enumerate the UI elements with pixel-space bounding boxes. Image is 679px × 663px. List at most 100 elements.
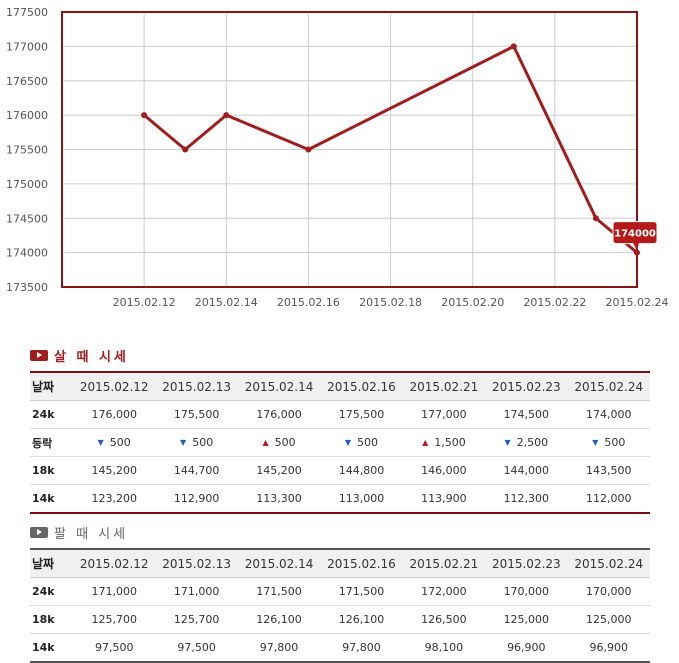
table-cell: 171,500 — [237, 577, 321, 606]
table-cell: 112,900 — [173, 492, 220, 505]
table-cell: 145,200 — [73, 456, 156, 485]
row-label: 24k — [30, 577, 73, 606]
row-label: 18k — [30, 456, 73, 485]
table-row: 등락 ▼ 500 ▼ 500 ▲ 500 ▼ 500 ▲ 1,500 ▼ 2,500 ▼ 500 — [30, 428, 650, 457]
table-cell: 96,900 — [589, 641, 629, 654]
table-cell: 125,700 — [73, 605, 156, 634]
x-tick-label: 2015.02.24 — [606, 296, 669, 309]
table-row: 18k 145,200 144,700 145,200 144,800 146,000 14… — [30, 456, 650, 485]
y-tick-label: 177500 — [6, 6, 48, 19]
arrow-up-icon: ▲ — [262, 438, 269, 447]
header-date: 2015.02.13 — [155, 372, 238, 401]
x-tick-label: 2015.02.14 — [195, 296, 258, 309]
header-label: 날짜 — [30, 549, 73, 578]
header-date: 2015.02.23 — [485, 549, 568, 578]
table-cell: 96,900 — [507, 641, 546, 654]
arrow-up-icon: ▲ — [422, 438, 429, 447]
table-cell: 125,700 — [155, 605, 238, 634]
table-header-row: 날짜 2015.02.12 2015.02.13 2015.02.14 2015.02.… — [30, 372, 650, 401]
y-tick-label: 176500 — [6, 75, 48, 88]
table-cell: 144,000 — [485, 456, 568, 485]
y-tick-label: 174500 — [6, 212, 48, 225]
x-tick-label: 2015.02.12 — [113, 296, 176, 309]
row-label: 24k — [30, 400, 73, 429]
table-cell: 112,000 — [586, 492, 632, 505]
table-cell: 176,000 — [73, 400, 156, 429]
table-cell: 125,000 — [567, 605, 650, 634]
buy-section-header: 살 때 시세 — [30, 345, 650, 365]
table-cell: 98,100 — [424, 641, 464, 654]
data-point — [510, 43, 517, 50]
table-cell: 144,700 — [155, 456, 238, 485]
table-cell: ▲ 1,500 — [402, 428, 486, 457]
change-value: 500 — [604, 436, 626, 449]
table-row: 24k 176,000 175,500 176,000 175,500 177,000 17… — [30, 400, 650, 429]
table-row: 18k 125,700 125,700 126,100 126,100 126,500 12… — [30, 605, 650, 634]
y-tick-label: 177000 — [6, 40, 48, 53]
change-value: 500 — [274, 436, 296, 449]
x-tick-label: 2015.02.22 — [523, 296, 586, 309]
header-date: 2015.02.12 — [73, 549, 156, 578]
y-tick-label: 174000 — [6, 247, 48, 260]
table-cell: 97,500 — [177, 641, 216, 654]
table-cell: 146,000 — [402, 456, 486, 485]
table-cell: 174,000 — [567, 400, 650, 429]
table-cell: 143,500 — [567, 456, 650, 485]
table-cell: 97,800 — [342, 641, 381, 654]
header-date: 2015.02.21 — [402, 549, 486, 578]
row-label: 18k — [30, 605, 73, 634]
arrow-down-icon: ▼ — [97, 438, 104, 447]
header-date: 2015.02.14 — [237, 372, 321, 401]
table-cell: ▼ 500 — [320, 428, 403, 457]
table-cell: 172,000 — [402, 577, 486, 606]
table-header-row: 날짜 2015.02.12 2015.02.13 2015.02.14 2015.02.… — [30, 549, 650, 578]
table-cell: 145,200 — [237, 456, 321, 485]
table-cell: 175,500 — [320, 400, 403, 429]
y-tick-label: 175500 — [6, 144, 48, 157]
sell-section-header: 팔 때 시세 — [30, 522, 650, 542]
data-point — [223, 112, 230, 119]
table-cell: 171,000 — [155, 577, 238, 606]
buy-price-section: 살 때 시세 날짜 2015.02.12 2015.02.13 2015.02.14 2… — [30, 345, 650, 514]
header-date: 2015.02.16 — [320, 549, 403, 578]
change-value: 2,500 — [516, 436, 549, 449]
x-tick-label: 2015.02.18 — [359, 296, 422, 309]
table-cell: 97,500 — [94, 641, 134, 654]
table-row: 14k 123,200 112,900 113,300 113,000 113,900 11… — [30, 485, 650, 514]
change-value: 1,500 — [434, 436, 466, 449]
x-tick-label: 2015.02.16 — [277, 296, 340, 309]
sell-price-table: 날짜 2015.02.12 2015.02.13 2015.02.14 2015.02.… — [30, 548, 650, 663]
table-cell: 126,100 — [237, 605, 321, 634]
play-icon — [30, 349, 48, 361]
sell-section-title: 팔 때 시세 — [54, 526, 129, 542]
data-point — [182, 146, 189, 153]
table-row: 24k 171,000 171,000 171,500 171,500 172,000 17… — [30, 577, 650, 606]
price-line-chart: 177500 177000 176500 176000 175500 175000 1745… — [6, 6, 669, 309]
header-date: 2015.02.21 — [402, 372, 486, 401]
y-tick-label: 176000 — [6, 109, 48, 122]
table-cell: 177,000 — [402, 400, 486, 429]
buy-section-title: 살 때 시세 — [54, 349, 129, 365]
table-cell: 125,000 — [485, 605, 568, 634]
row-label: 등락 — [30, 428, 73, 457]
header-date: 2015.02.24 — [567, 549, 650, 578]
header-date: 2015.02.13 — [155, 549, 238, 578]
table-cell: 112,300 — [503, 492, 550, 505]
y-tick-label: 173500 — [6, 281, 48, 294]
table-cell: ▼ 500 — [73, 428, 156, 457]
header-date: 2015.02.14 — [237, 549, 321, 578]
header-date: 2015.02.24 — [567, 372, 650, 401]
row-label: 14k — [32, 492, 55, 505]
sell-price-section: 팔 때 시세 날짜 2015.02.12 2015.02.13 2015.02.14 2… — [30, 522, 650, 663]
table-cell: ▼ 500 — [155, 428, 238, 457]
table-cell: 123,200 — [91, 492, 137, 505]
play-icon — [30, 526, 48, 538]
x-tick-label: 2015.02.20 — [441, 296, 504, 309]
plot-frame — [61, 11, 638, 288]
arrow-down-icon: ▼ — [592, 438, 599, 447]
table-cell: 170,000 — [567, 577, 650, 606]
table-cell: 97,800 — [259, 641, 299, 654]
change-value: 500 — [357, 436, 379, 449]
table-cell: 176,000 — [237, 400, 321, 429]
table-cell: 113,300 — [256, 492, 302, 505]
